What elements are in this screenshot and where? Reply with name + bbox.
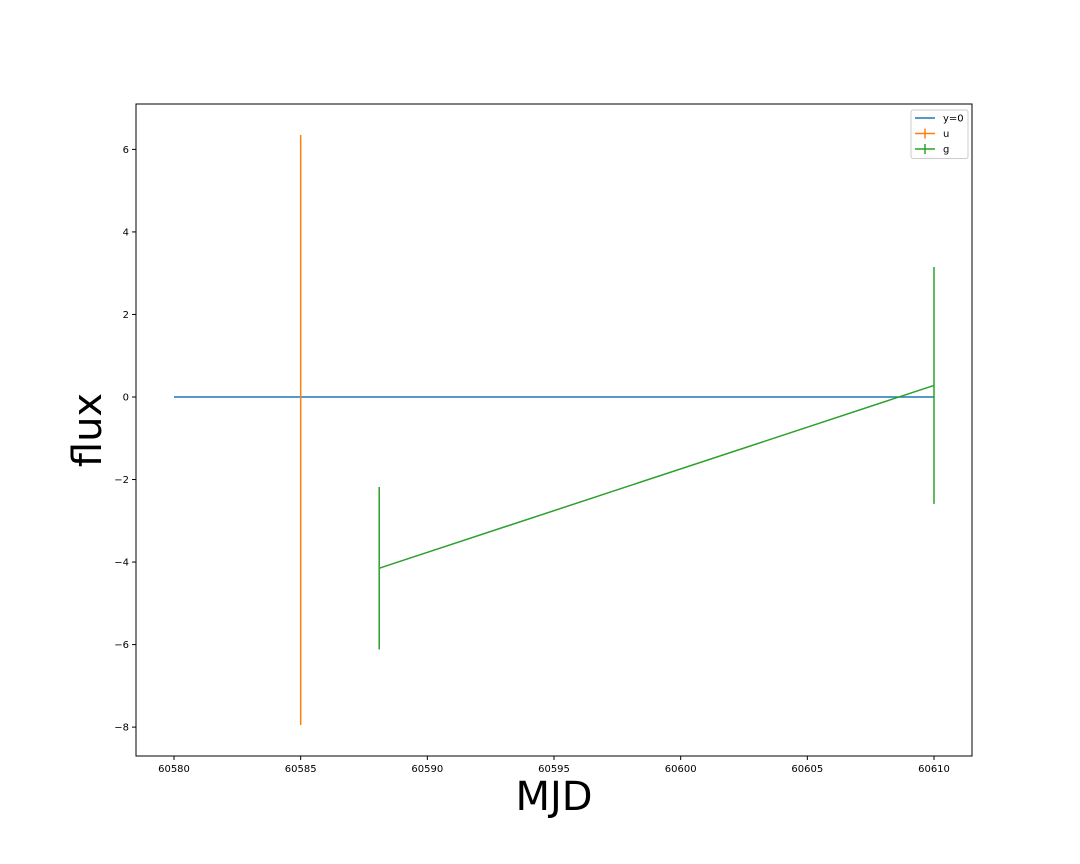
- y-tick-label: 2: [123, 310, 129, 321]
- plot-area: [174, 134, 935, 726]
- y-tick-label: −8: [114, 723, 129, 734]
- x-tick-label: 60600: [665, 764, 697, 775]
- y-tick-label: 6: [123, 145, 129, 156]
- legend-label-u: u: [943, 129, 949, 140]
- series-line-g: [378, 384, 935, 569]
- x-tick-label: 60595: [538, 764, 570, 775]
- x-tick-label: 60580: [158, 764, 190, 775]
- x-axis-title: MJD: [515, 774, 592, 820]
- y-tick-label: −2: [114, 475, 129, 486]
- axis-ticks: 60580 60585 60590 60595 60600 60605 60610 −8 −6 −…: [114, 145, 950, 775]
- plot-frame: [135, 103, 973, 757]
- y-tick-label: 4: [123, 227, 129, 238]
- legend: y=0 ug: [910, 109, 969, 159]
- legend-label-g: g: [943, 145, 949, 156]
- legend-label-y0: y=0: [943, 114, 964, 125]
- y-tick-label: −4: [114, 558, 129, 569]
- y-tick-label: −6: [114, 640, 129, 651]
- y-axis-title: flux: [65, 393, 111, 467]
- x-tick-label: 60610: [918, 764, 950, 775]
- x-tick-label: 60590: [411, 764, 443, 775]
- x-tick-label: 60605: [791, 764, 823, 775]
- y-tick-label: 0: [123, 392, 129, 403]
- x-tick-label: 60585: [285, 764, 317, 775]
